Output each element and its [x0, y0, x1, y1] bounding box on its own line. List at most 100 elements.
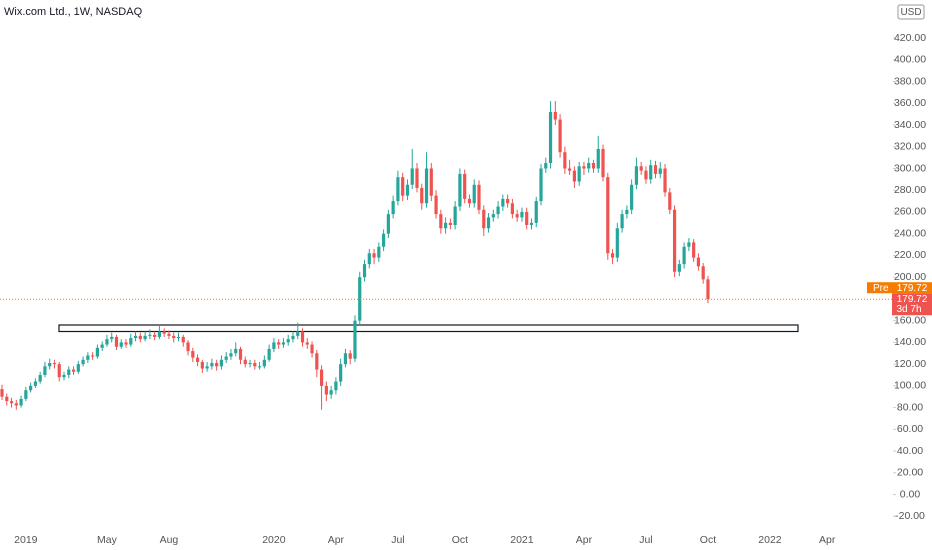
candle-body — [286, 339, 290, 343]
x-tick-label: 2021 — [510, 534, 534, 546]
candle-body — [587, 163, 591, 169]
candle-body — [195, 357, 200, 362]
candle-body — [630, 184, 634, 210]
y-tick-label: 420.00 — [894, 32, 926, 44]
candle-body — [91, 355, 95, 357]
candle-body — [57, 364, 61, 378]
candle-body — [243, 359, 247, 365]
candle-body — [334, 381, 338, 391]
candle-body — [658, 168, 662, 174]
candle-body — [296, 331, 300, 336]
candle-body — [672, 209, 677, 272]
x-tick-label: May — [97, 534, 118, 546]
candle-body — [167, 333, 171, 336]
candle-body — [105, 339, 109, 345]
candle-body — [43, 366, 47, 375]
candle-body — [48, 363, 52, 367]
y-tick-label: 20.00 — [897, 467, 923, 479]
candle-body — [548, 111, 553, 164]
candle-body — [653, 165, 658, 174]
candle-body — [143, 335, 147, 340]
candle-body — [515, 214, 519, 218]
last-price-label: 179.72 — [897, 294, 928, 305]
x-tick-label: Apr — [576, 534, 593, 546]
candle-body — [496, 206, 500, 215]
candle-body — [291, 335, 295, 340]
candle-body — [520, 211, 524, 218]
candle-body — [410, 168, 414, 185]
y-tick-label: 340.00 — [894, 119, 926, 131]
candle-body — [401, 177, 405, 196]
candle-body — [391, 201, 395, 215]
candle-body — [81, 359, 85, 365]
pre-market-label: Pre — [873, 283, 889, 294]
candle-body — [577, 166, 581, 182]
candle-body — [424, 168, 429, 204]
candle-body — [553, 111, 557, 120]
candle-body — [33, 381, 37, 386]
candle-body — [205, 366, 209, 369]
x-tick-label: Oct — [452, 534, 468, 546]
candle-body — [191, 351, 195, 358]
candle-body — [71, 369, 76, 372]
candle-body — [348, 353, 352, 359]
candle-body — [482, 209, 486, 229]
candle-body — [114, 336, 119, 347]
candle-body — [544, 163, 548, 169]
y-tick-label: 140.00 — [894, 336, 926, 348]
range-box-drawing — [58, 324, 799, 333]
candle-body — [153, 334, 157, 337]
candle-body — [682, 246, 686, 265]
currency-box[interactable] — [897, 4, 925, 20]
candle-body — [458, 173, 462, 207]
candle-body — [315, 353, 319, 370]
candle-body — [358, 277, 362, 321]
x-tick-label: Jul — [639, 534, 652, 546]
candle-body — [572, 170, 576, 182]
candle-body — [582, 166, 586, 169]
candle-body — [262, 359, 266, 367]
candle-body — [267, 348, 271, 360]
candle-body — [386, 214, 390, 234]
y-tick-label: 0.00 — [900, 488, 921, 500]
currency-label[interactable]: USD — [900, 7, 921, 18]
candle-body — [14, 403, 18, 406]
y-tick-label: 400.00 — [894, 54, 926, 66]
candle-body — [429, 168, 433, 196]
x-tick-label: Aug — [160, 534, 179, 546]
y-tick-label: 40.00 — [897, 445, 923, 457]
candle-body — [491, 214, 495, 218]
candle-body — [138, 335, 142, 340]
candle-body — [172, 335, 176, 339]
y-tick-label: 260.00 — [894, 206, 926, 218]
candle-body — [434, 195, 438, 215]
y-tick-label: 220.00 — [894, 249, 926, 261]
y-tick-label: 200.00 — [894, 271, 926, 283]
candle-body — [124, 342, 128, 345]
candle-body — [486, 217, 491, 229]
candle-body — [568, 168, 572, 171]
candle-body — [76, 364, 80, 372]
candle-body — [453, 206, 457, 225]
y-tick-label: -20.00 — [895, 510, 925, 522]
candle-body — [634, 166, 639, 185]
candle-body — [100, 344, 104, 348]
candle-body — [601, 148, 605, 178]
candle-body — [200, 361, 204, 369]
x-tick-label: Oct — [700, 534, 716, 546]
candle-body — [539, 168, 543, 202]
candle-body — [0, 389, 4, 397]
candle-body — [606, 177, 610, 254]
candle-body — [529, 222, 534, 225]
candle-body — [377, 246, 381, 258]
y-tick-label: 100.00 — [894, 380, 926, 392]
candle-body — [257, 366, 262, 368]
candle-body — [677, 264, 681, 272]
candle-body — [186, 342, 190, 352]
candle-body — [248, 363, 252, 365]
candle-body — [620, 214, 624, 229]
y-tick-label: 80.00 — [897, 401, 923, 413]
candle-body — [510, 203, 514, 215]
candle-body — [38, 375, 42, 382]
chart-title: Wix.com Ltd., 1W, NASDAQ — [4, 6, 143, 18]
